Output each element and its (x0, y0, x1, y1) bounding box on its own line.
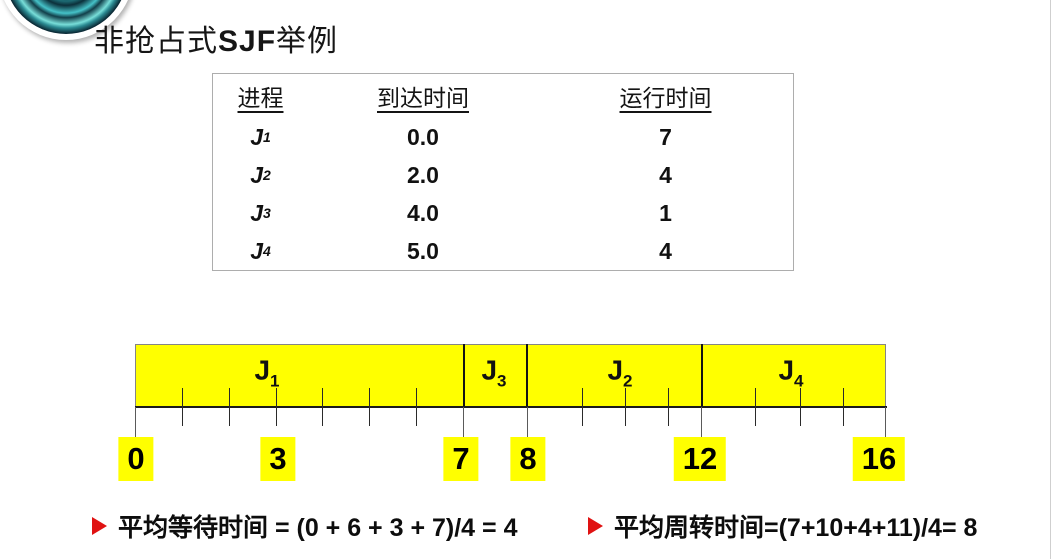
gantt-bar (135, 344, 886, 407)
gantt-boundary-stem (885, 407, 886, 437)
title-suffix: 举例 (276, 25, 339, 58)
time-label-0: 0 (118, 437, 154, 481)
gantt-segment-label-j3: J3 (481, 354, 507, 391)
gantt-divider-t7 (463, 344, 465, 407)
gantt-axis-line (135, 406, 887, 408)
gantt-divider-t12 (701, 344, 703, 407)
arrowhead-bullet-icon (92, 517, 107, 535)
gantt-tick (182, 388, 183, 426)
arrival-j4: 5.0 (407, 237, 439, 264)
time-label-12: 12 (673, 437, 727, 481)
col-header-process: 进程 (213, 74, 308, 118)
burst-j3: 1 (659, 199, 672, 226)
col-header-process-label: 进程 (237, 85, 284, 111)
gantt-tick (843, 388, 844, 426)
gantt-tick (755, 388, 756, 426)
burst-j1: 7 (659, 123, 672, 150)
gantt-segment-label-j4: J4 (778, 354, 804, 391)
gantt-divider-t8 (526, 344, 528, 407)
gantt-segment-label-j1: J1 (254, 354, 280, 391)
arrival-j2: 2.0 (407, 161, 439, 188)
gantt-tick (322, 388, 323, 426)
gantt-tick (582, 388, 583, 426)
gantt-tick (276, 388, 277, 426)
gantt-boundary-stem (701, 407, 702, 437)
gantt-tick (416, 388, 417, 426)
gantt-tick (229, 388, 230, 426)
burst-j4: 4 (659, 237, 672, 264)
avg-turnaround-item: 平均周转时间=(7+10+4+11)/4= 8 (588, 508, 977, 544)
title-acronym: SJF (218, 25, 277, 58)
avg-turnaround-text: 平均周转时间=(7+10+4+11)/4= 8 (614, 514, 978, 542)
gantt-tick (369, 388, 370, 426)
gantt-segment-label-j2: J2 (607, 354, 633, 391)
avg-waiting-item: 平均等待时间 = (0 + 6 + 3 + 7)/4 = 4 (92, 508, 517, 544)
col-header-arrival-label: 到达时间 (377, 85, 469, 111)
time-label-16: 16 (852, 437, 906, 481)
col-header-burst: 运行时间 (538, 74, 793, 118)
avg-waiting-text: 平均等待时间 = (0 + 6 + 3 + 7)/4 = 4 (118, 514, 518, 542)
gantt-boundary-stem (463, 407, 464, 437)
time-label-3: 3 (260, 437, 296, 481)
col-header-burst-label: 运行时间 (619, 85, 712, 111)
time-label-7: 7 (443, 437, 479, 481)
time-label-8: 8 (510, 437, 546, 481)
arrival-j1: 0.0 (407, 123, 439, 150)
col-header-arrival: 到达时间 (308, 74, 538, 118)
gantt-tick (625, 388, 626, 426)
gantt-boundary-stem (527, 407, 528, 437)
page-title: 非抢占式SJF举例 (94, 16, 338, 60)
slide-right-border (1050, 0, 1051, 559)
burst-j2: 4 (659, 161, 672, 188)
gantt-tick (800, 388, 801, 426)
gantt-boundary-stem (135, 407, 136, 437)
title-prefix: 非抢占式 (94, 25, 218, 58)
arrowhead-bullet-icon (588, 517, 603, 535)
gantt-tick (668, 388, 669, 426)
arrival-j3: 4.0 (407, 199, 439, 226)
